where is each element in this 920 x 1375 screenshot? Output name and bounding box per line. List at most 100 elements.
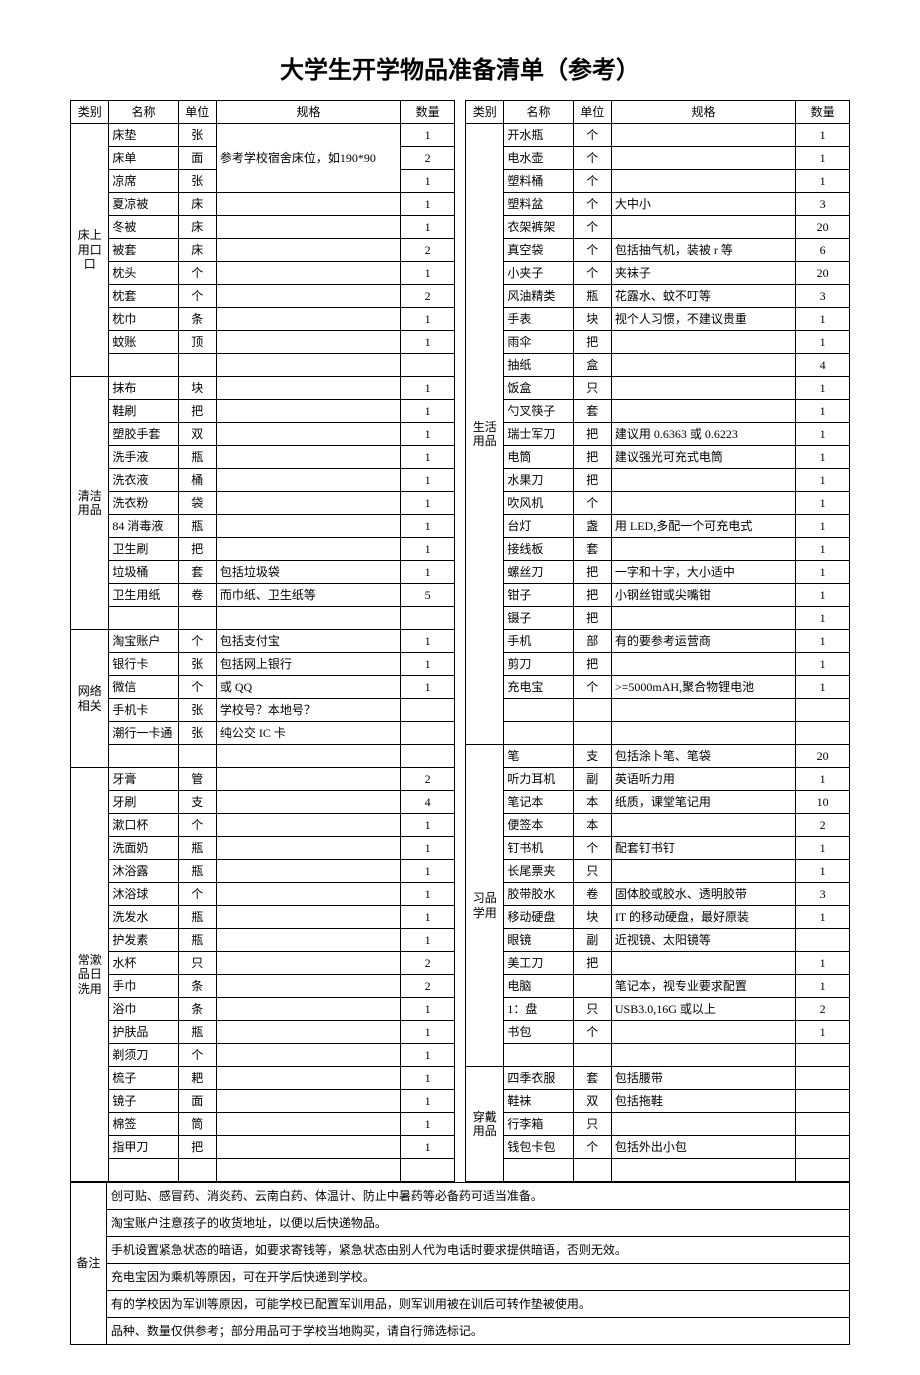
spec-cell bbox=[216, 446, 400, 469]
name-cell: 凉席 bbox=[109, 170, 178, 193]
name-cell: 饭盒 bbox=[504, 377, 573, 400]
page-title: 大学生开学物品准备清单（参考） bbox=[70, 50, 850, 85]
table-row: 长尾票夹只1 bbox=[466, 860, 850, 883]
table-row: 美工刀把1 bbox=[466, 952, 850, 975]
spec-cell: 学校号？本地号？ bbox=[216, 699, 400, 722]
qty-cell: 1 bbox=[401, 561, 455, 584]
unit-cell: 把 bbox=[573, 607, 611, 630]
unit-cell: 个 bbox=[178, 630, 216, 653]
unit-cell: 块 bbox=[573, 906, 611, 929]
unit-cell: 副 bbox=[573, 929, 611, 952]
unit-cell: 把 bbox=[178, 400, 216, 423]
category-cell: 网络相关 bbox=[71, 630, 109, 768]
unit-cell: 个 bbox=[178, 262, 216, 285]
unit-cell: 瓶 bbox=[573, 285, 611, 308]
name-cell: 剪刀 bbox=[504, 653, 573, 676]
spec-cell bbox=[216, 377, 400, 400]
name-cell: 风油精类 bbox=[504, 285, 573, 308]
spec-cell bbox=[611, 354, 795, 377]
qty-cell bbox=[401, 1159, 455, 1182]
name-cell: 螺丝刀 bbox=[504, 561, 573, 584]
name-cell: 小夹子 bbox=[504, 262, 573, 285]
table-row: 常漱品日洗用牙膏管2 bbox=[71, 768, 455, 791]
qty-cell: 1 bbox=[796, 124, 850, 147]
spec-cell bbox=[611, 1044, 795, 1067]
spec-cell bbox=[216, 1136, 400, 1159]
qty-cell: 1 bbox=[796, 952, 850, 975]
unit-cell: 瓶 bbox=[178, 446, 216, 469]
name-cell: 开水瓶 bbox=[504, 124, 573, 147]
spec-cell: 包括支付宝 bbox=[216, 630, 400, 653]
table-row: 84 消毒液瓶1 bbox=[71, 515, 455, 538]
name-cell: 手机卡 bbox=[109, 699, 178, 722]
table-row: 瑞士军刀把建议用 0.6363 或 0.62231 bbox=[466, 423, 850, 446]
qty-cell: 1 bbox=[796, 331, 850, 354]
spec-cell: 笔记本，视专业要求配置 bbox=[611, 975, 795, 998]
qty-cell: 1 bbox=[796, 377, 850, 400]
notes-row: 充电宝因为乘机等原因，可在开学后快递到学校。 bbox=[71, 1264, 850, 1291]
unit-cell bbox=[178, 1159, 216, 1182]
unit-cell: 条 bbox=[178, 975, 216, 998]
name-cell: 钱包卡包 bbox=[504, 1136, 573, 1159]
table-row: 衣架裤架个20 bbox=[466, 216, 850, 239]
tables-wrap: 类别名称单位规格数量床上用口口床垫张参考学校宿舍床位，如190*901床单面2凉… bbox=[70, 100, 850, 1182]
unit-cell: 条 bbox=[178, 998, 216, 1021]
qty-cell: 4 bbox=[401, 791, 455, 814]
spec-cell bbox=[216, 929, 400, 952]
spec-cell: 配套钉书钉 bbox=[611, 837, 795, 860]
unit-cell: 块 bbox=[178, 377, 216, 400]
qty-cell: 1 bbox=[796, 561, 850, 584]
notes-line: 创可贴、感冒药、消炎药、云南白药、体温计、防止中暑药等必备药可适当准备。 bbox=[106, 1183, 849, 1210]
spec-cell: 参考学校宿舍床位，如190*90 bbox=[216, 124, 400, 193]
unit-cell: 个 bbox=[573, 837, 611, 860]
category-cell: 习品学用 bbox=[466, 745, 504, 1067]
qty-cell: 1 bbox=[796, 469, 850, 492]
qty-cell: 1 bbox=[796, 400, 850, 423]
table-row: 便签本本2 bbox=[466, 814, 850, 837]
table-row: 镜子面1 bbox=[71, 1090, 455, 1113]
name-cell: 棉签 bbox=[109, 1113, 178, 1136]
qty-cell: 1 bbox=[401, 1044, 455, 1067]
name-cell: 洗衣粉 bbox=[109, 492, 178, 515]
qty-cell: 1 bbox=[796, 538, 850, 561]
unit-cell: 只 bbox=[178, 952, 216, 975]
spec-cell: 或 QQ bbox=[216, 676, 400, 699]
unit-cell: 把 bbox=[573, 331, 611, 354]
table-row: 习品学用笔支包括涂卜笔、笔袋20 bbox=[466, 745, 850, 768]
name-cell: 蚊账 bbox=[109, 331, 178, 354]
qty-cell bbox=[796, 699, 850, 722]
table-row: 护发素瓶1 bbox=[71, 929, 455, 952]
name-cell: 移动硬盘 bbox=[504, 906, 573, 929]
qty-cell: 1 bbox=[401, 1090, 455, 1113]
name-cell: 四季衣服 bbox=[504, 1067, 573, 1090]
name-cell: 雨伞 bbox=[504, 331, 573, 354]
unit-cell: 个 bbox=[178, 285, 216, 308]
spec-cell: IT 的移动硬盘，最好原装 bbox=[611, 906, 795, 929]
unit-cell: 卷 bbox=[178, 584, 216, 607]
unit-cell: 把 bbox=[573, 584, 611, 607]
qty-cell: 1 bbox=[401, 377, 455, 400]
qty-cell: 1 bbox=[401, 469, 455, 492]
unit-cell: 副 bbox=[573, 768, 611, 791]
table-row: 雨伞把 1 bbox=[466, 331, 850, 354]
name-cell: 护发素 bbox=[109, 929, 178, 952]
spec-cell bbox=[216, 492, 400, 515]
spec-cell: 近视镜、太阳镜等 bbox=[611, 929, 795, 952]
unit-cell: 个 bbox=[178, 676, 216, 699]
spec-cell bbox=[216, 745, 400, 768]
spec-cell: 大中小 bbox=[611, 193, 795, 216]
table-row bbox=[71, 354, 455, 377]
qty-cell: 1 bbox=[401, 124, 455, 147]
unit-cell: 个 bbox=[178, 814, 216, 837]
spec-cell bbox=[611, 1113, 795, 1136]
header-unit: 单位 bbox=[573, 101, 611, 124]
unit-cell: 床 bbox=[178, 193, 216, 216]
spec-cell: 用 LED,多配一个可充电式 bbox=[611, 515, 795, 538]
header-unit: 单位 bbox=[178, 101, 216, 124]
qty-cell bbox=[401, 607, 455, 630]
spec-cell: 英语听力用 bbox=[611, 768, 795, 791]
table-row: 棉签筒1 bbox=[71, 1113, 455, 1136]
category-cell: 清洁用品 bbox=[71, 377, 109, 630]
unit-cell: 把 bbox=[573, 952, 611, 975]
unit-cell: 部 bbox=[573, 630, 611, 653]
